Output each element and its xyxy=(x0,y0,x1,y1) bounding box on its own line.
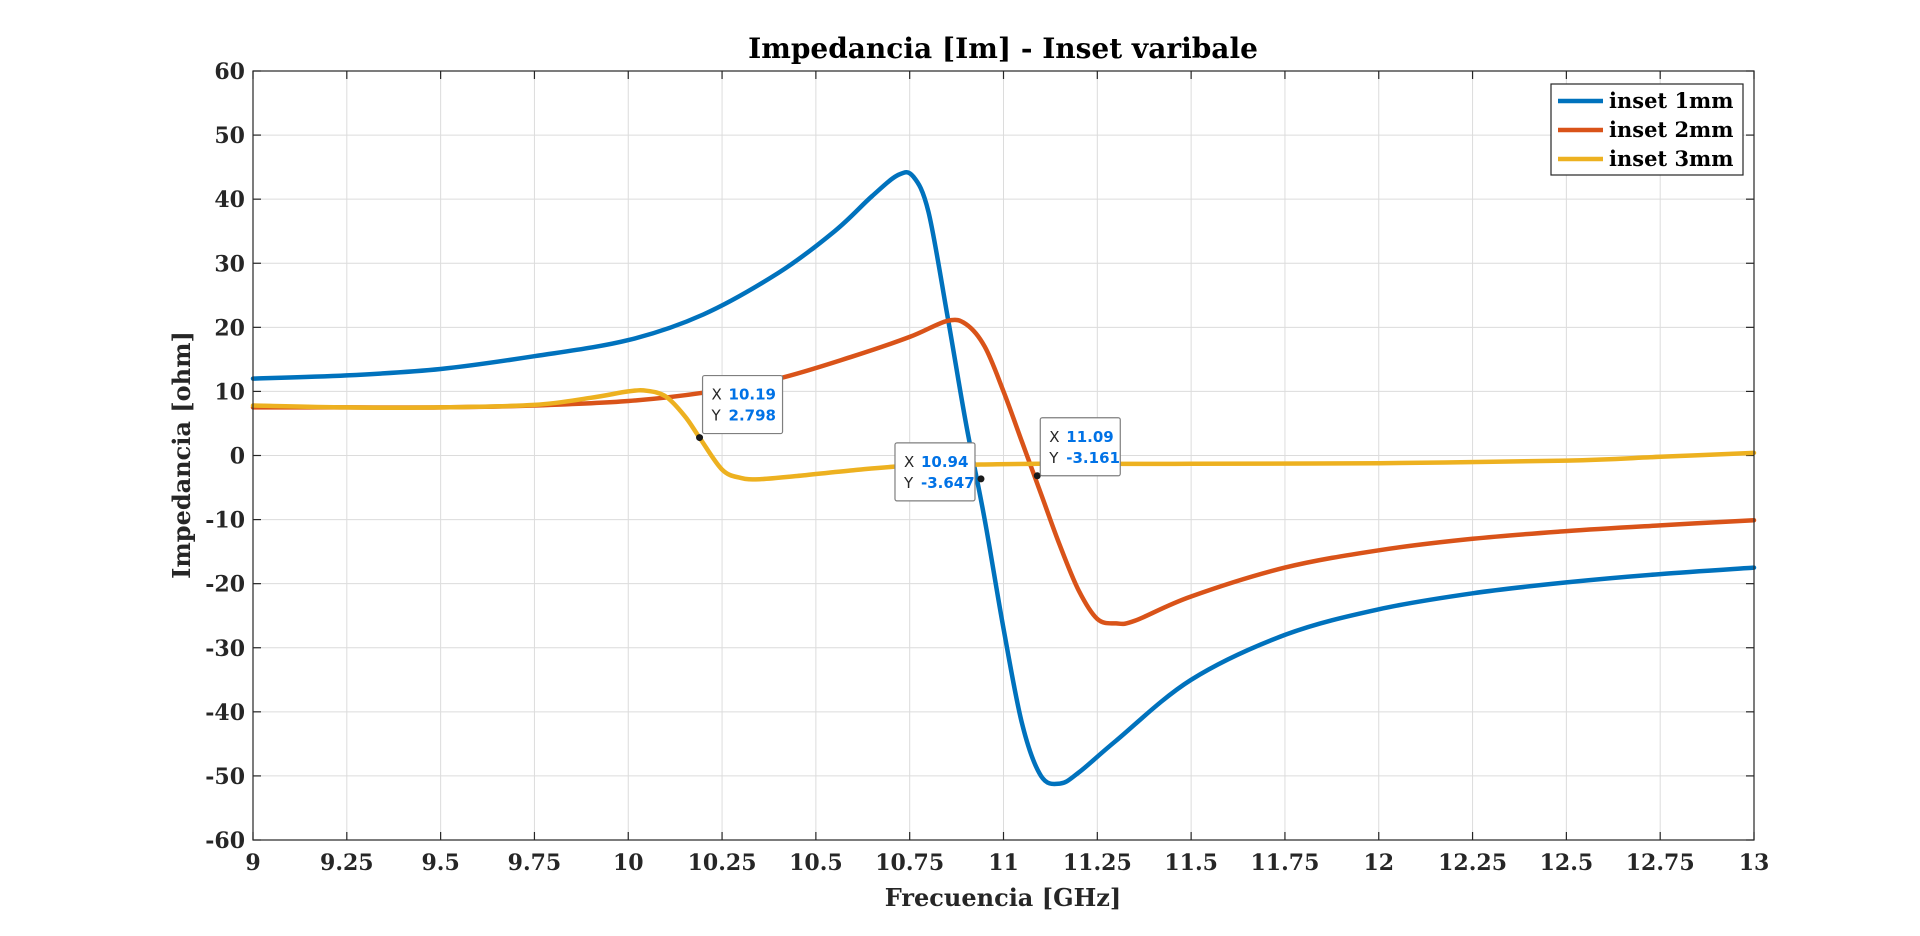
chart-title: Impedancia [Im] - Inset varibale xyxy=(748,32,1258,65)
y-tick-label: 50 xyxy=(214,123,245,149)
series-line-inset-1mm xyxy=(250,169,1757,787)
y-tick-label: -50 xyxy=(205,764,245,790)
y-tick-label: -10 xyxy=(205,508,245,534)
datatips: X 10.19 Y 2.798 X 10.94 Y -3.647 X 11.09 Y -3.161 xyxy=(696,374,1121,502)
x-tick-label: 9.25 xyxy=(320,850,374,876)
series-line-inset-3mm xyxy=(250,388,1757,482)
y-tick-label: -30 xyxy=(205,636,245,662)
x-tick-labels: 9 9.25 9.5 9.75 10 10.25 10.5 10.75 11 11.25 11.5 1… xyxy=(245,850,1769,876)
datatip-x-value: 11.09 xyxy=(1066,428,1113,446)
y-tick-label: 0 xyxy=(230,444,245,470)
datatip-box xyxy=(894,442,976,502)
x-axis-label: Frecuencia [GHz] xyxy=(885,883,1121,912)
datatip-y-key: Y xyxy=(1048,449,1059,467)
datatip-marker xyxy=(696,434,704,442)
x-tick-label: 10.75 xyxy=(875,850,944,876)
x-tick-label: 10.25 xyxy=(688,850,757,876)
datatip-y-value: 2.798 xyxy=(729,407,776,425)
legend-label-inset-2mm: inset 2mm xyxy=(1609,117,1734,142)
datatip-marker xyxy=(977,475,985,483)
axes-box xyxy=(252,70,1755,841)
x-tick-label: 11.5 xyxy=(1164,850,1218,876)
series-line-inset-2mm xyxy=(250,317,1757,627)
legend: inset 1mm inset 2mm inset 3mm xyxy=(1550,83,1744,176)
y-tick-label: -20 xyxy=(205,572,245,598)
y-tick-label: 40 xyxy=(214,187,245,213)
y-axis-label: Impedancia [ohm] xyxy=(167,331,196,579)
legend-label-inset-3mm: inset 3mm xyxy=(1609,146,1734,171)
datatip-2: X 10.94 Y -3.647 xyxy=(894,442,985,502)
x-tick-label: 13 xyxy=(1739,850,1770,876)
y-tick-label: 30 xyxy=(214,251,245,277)
datatip-marker xyxy=(1033,472,1041,480)
x-tick-label: 11.25 xyxy=(1063,850,1132,876)
x-tick-label: 10.5 xyxy=(789,850,843,876)
datatip-box xyxy=(701,374,784,435)
datatip-y-value: -3.647 xyxy=(921,474,975,492)
y-tick-label: 60 xyxy=(214,59,245,85)
x-tick-label: 9.5 xyxy=(421,850,459,876)
x-tick-label: 9.75 xyxy=(508,850,562,876)
y-tick-label: -60 xyxy=(205,828,245,854)
x-tick-label: 12 xyxy=(1363,850,1394,876)
x-tick-label: 10 xyxy=(613,850,644,876)
datatip-1: X 10.19 Y 2.798 xyxy=(696,374,784,442)
y-tick-labels: 60 50 40 30 20 10 0 -10 -20 -30 -40 -50 -60 xyxy=(205,59,245,854)
x-tick-label: 12.75 xyxy=(1626,850,1695,876)
datatip-x-key: X xyxy=(1049,428,1059,446)
x-tick-label: 11.75 xyxy=(1250,850,1319,876)
datatip-3: X 11.09 Y -3.161 xyxy=(1033,417,1121,480)
datatip-box xyxy=(1039,417,1121,477)
y-tick-label: -40 xyxy=(205,700,245,726)
series-lines xyxy=(250,169,1757,787)
y-tick-label: 10 xyxy=(214,379,245,405)
x-tick-label: 12.5 xyxy=(1540,850,1594,876)
datatip-x-value: 10.94 xyxy=(921,453,968,471)
y-tick-label: 20 xyxy=(214,315,245,341)
datatip-x-key: X xyxy=(904,453,914,471)
legend-label-inset-1mm: inset 1mm xyxy=(1609,88,1734,113)
datatip-y-key: Y xyxy=(711,407,722,425)
datatip-y-value: -3.161 xyxy=(1066,449,1120,467)
x-tick-label: 11 xyxy=(988,850,1019,876)
x-tick-label: 9 xyxy=(245,850,260,876)
datatip-x-key: X xyxy=(712,386,722,404)
datatip-x-value: 10.19 xyxy=(729,386,776,404)
datatip-y-key: Y xyxy=(903,474,914,492)
x-tick-label: 12.25 xyxy=(1438,850,1507,876)
